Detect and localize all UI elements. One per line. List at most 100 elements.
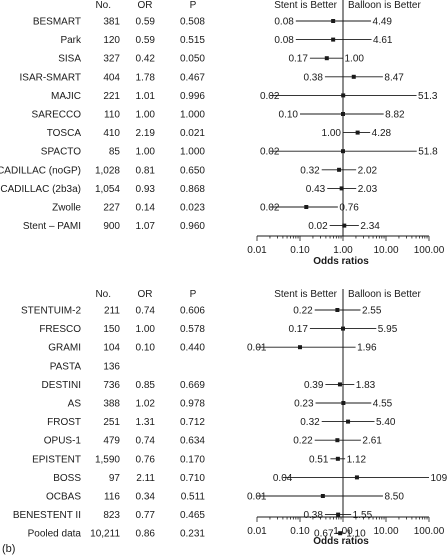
panel-label-b: (b) <box>2 543 16 555</box>
p1-p-value: 0.467 <box>180 72 205 83</box>
p1-odds-ratio-point <box>341 93 346 98</box>
p2-odds-ratio-point <box>341 326 345 331</box>
p1-ci-upper-label: 0.76 <box>339 203 359 214</box>
p2-study-label: GRAMI <box>48 343 81 354</box>
p1-odds-ratio-point <box>341 112 345 116</box>
p1-ci-upper-label: 51.3 <box>418 91 438 102</box>
p2-study-label: BOSS <box>53 473 81 484</box>
p2-n-value: 10,211 <box>90 529 120 540</box>
p2-study-label: BENESTENT II <box>13 510 81 521</box>
p2-n-value: 479 <box>103 436 120 447</box>
p2-or-value: 0.86 <box>136 529 156 540</box>
p1-or-value: 1.07 <box>136 221 156 232</box>
p1-study-label: Stent – PAMI <box>23 221 81 232</box>
p2-p-value: 0.578 <box>180 324 205 335</box>
p1-x-tick-label: 0.10 <box>290 245 310 256</box>
p2-ci-upper-label: 2.55 <box>362 306 382 317</box>
p2-p-value: 0.669 <box>180 380 205 391</box>
p1-n-value: 410 <box>103 128 120 139</box>
p1-p-value: 1.000 <box>180 147 205 158</box>
p2-p-value: 0.511 <box>181 492 206 503</box>
p2-ci-lower-label: 0.38 <box>303 510 323 521</box>
p2-ci-lower-label: 0.32 <box>300 417 320 428</box>
p2-odds-ratio-point <box>335 308 340 312</box>
p1-n-value: 221 <box>103 91 120 102</box>
p1-x-tick-label: 100.00 <box>414 245 445 256</box>
p1-odds-ratio-point <box>341 149 345 154</box>
p1-odds-ratio-point <box>339 186 344 191</box>
p1-odds-ratio-point <box>331 37 336 42</box>
p1-direction-label-balloon: Balloon is Better <box>348 0 421 11</box>
p2-p-value: 0.465 <box>180 510 205 521</box>
p2-ci-lower-label: 0.17 <box>288 324 308 335</box>
p1-study-label: SISA <box>58 54 81 65</box>
p1-or-value: 1.00 <box>136 147 156 158</box>
p2-ci-lower-label: 0.67 <box>314 529 334 540</box>
p1-ci-upper-label: 8.47 <box>384 72 404 83</box>
p1-or-value: 1.00 <box>136 110 156 121</box>
p2-x-tick-label: 100.00 <box>414 526 445 537</box>
p1-ci-upper-label: 4.61 <box>373 35 393 46</box>
p2-n-value: 388 <box>103 399 120 410</box>
p2-p-value: 0.606 <box>180 306 205 317</box>
p2-x-tick-label: 1.00 <box>333 526 353 537</box>
p2-column-header-p: P <box>190 289 197 300</box>
p2-ci-lower-label: 0.23 <box>294 399 314 410</box>
p1-ci-upper-label: 4.28 <box>372 128 392 139</box>
p1-or-value: 0.81 <box>136 165 156 176</box>
p1-or-value: 0.14 <box>136 203 156 214</box>
p2-n-value: 211 <box>104 306 120 317</box>
p1-odds-ratio-point <box>355 130 360 135</box>
p2-or-value: 0.77 <box>136 510 156 521</box>
p2-study-label: EPISTENT <box>32 454 81 465</box>
p1-x-tick-label: 10.00 <box>373 245 398 256</box>
p1-n-value: 120 <box>103 35 120 46</box>
p1-ci-upper-label: 2.34 <box>360 221 380 232</box>
p2-n-value: 136 <box>103 361 120 372</box>
p2-odds-ratio-point <box>338 531 343 536</box>
p2-or-value: 0.76 <box>136 454 156 465</box>
p1-or-value: 1.01 <box>136 91 156 102</box>
p2-odds-ratio-point <box>346 419 351 424</box>
p2-ci-upper-label: 4.55 <box>373 399 393 410</box>
p1-or-value: 2.19 <box>136 128 156 139</box>
p1-study-label: SARECCO <box>32 110 82 121</box>
p1-direction-label-stent: Stent is Better <box>274 0 337 11</box>
p2-study-label: FRESCO <box>39 324 81 335</box>
p2-study-label: OPUS-1 <box>44 436 82 447</box>
p2-ci-upper-label: 109 <box>431 473 447 484</box>
p2-odds-ratio-point <box>320 494 325 498</box>
p2-odds-ratio-point <box>337 382 342 387</box>
p1-p-value: 0.023 <box>180 203 205 214</box>
p2-or-value: 0.34 <box>136 492 156 503</box>
p1-ci-lower-label: 0.43 <box>306 184 326 195</box>
p1-ci-lower-label: 0.38 <box>303 72 323 83</box>
p2-ci-upper-label: 1.12 <box>347 454 367 465</box>
p1-column-header-or: OR <box>138 0 153 11</box>
p2-n-value: 150 <box>103 324 120 335</box>
p2-p-value: 0.634 <box>180 436 205 447</box>
p1-ci-lower-label: 0.02 <box>260 203 280 214</box>
p2-p-value: 0.231 <box>180 529 205 540</box>
p1-ci-lower-label: 0.08 <box>274 35 294 46</box>
p1-p-value: 0.515 <box>180 35 205 46</box>
p1-x-tick-label: 0.01 <box>247 245 267 256</box>
p2-ci-upper-label: 1.10 <box>346 529 366 540</box>
p2-n-value: 97 <box>109 473 121 484</box>
p2-p-value: 0.978 <box>180 399 205 410</box>
p1-n-value: 404 <box>103 72 120 83</box>
p1-odds-ratio-point <box>331 19 336 23</box>
p1-ci-lower-label: 0.10 <box>279 110 299 121</box>
p1-study-label: ISAR-SMART <box>20 72 82 83</box>
p2-ci-lower-label: 0.22 <box>293 306 313 317</box>
p2-odds-ratio-point <box>335 438 340 443</box>
p2-ci-upper-label: 5.95 <box>378 324 398 335</box>
p1-ci-lower-label: 0.02 <box>260 91 280 102</box>
p2-or-value: 1.00 <box>136 324 156 335</box>
p2-column-header-no: No. <box>95 289 111 300</box>
p2-p-value: 0.440 <box>180 343 205 354</box>
p2-study-label: OCBAS <box>46 492 81 503</box>
p2-or-value: 1.02 <box>136 399 156 410</box>
p1-ci-lower-label: 0.02 <box>308 221 328 232</box>
p2-ci-lower-label: 0.22 <box>293 436 313 447</box>
